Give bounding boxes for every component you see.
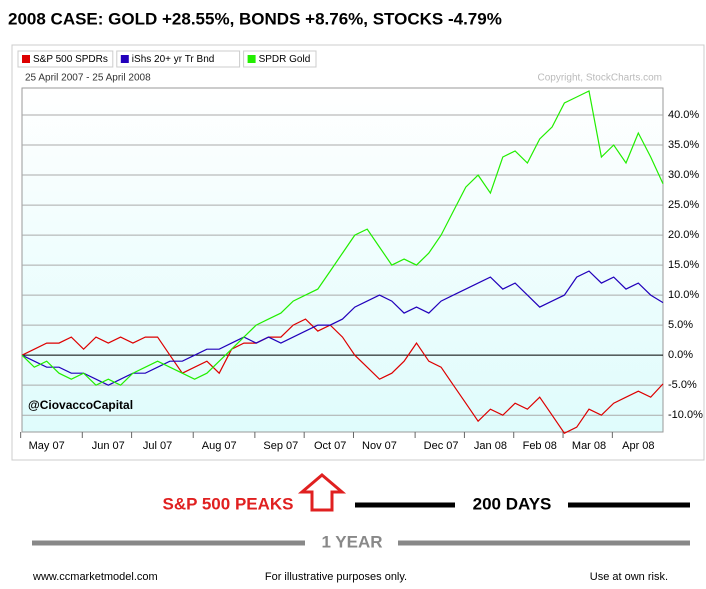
- y-tick-label: -10.0%: [668, 409, 703, 421]
- x-tick-label: Oct 07: [314, 440, 346, 452]
- y-tick-label: 20.0%: [668, 229, 699, 241]
- x-tick-label: Jun 07: [92, 440, 125, 452]
- x-tick-label: Aug 07: [202, 440, 237, 452]
- x-tick-label: Nov 07: [362, 440, 397, 452]
- date-range: 25 April 2007 - 25 April 2008: [25, 73, 151, 84]
- footer-left: www.ccmarketmodel.com: [32, 571, 158, 583]
- days-label: 200 DAYS: [473, 494, 552, 513]
- x-tick-label: Apr 08: [622, 440, 654, 452]
- plot: -10.0% -5.0% 0.0% 5.0% 10.0% 15.0% 20.0% 25.0% 3…: [20, 90, 703, 452]
- credit: Copyright, StockCharts.com: [538, 73, 663, 84]
- legend-swatch: [120, 55, 129, 63]
- x-tick-label: Sep 07: [263, 440, 298, 452]
- legend: S&P 500 SPDRs iShs 20+ yr Tr Bnd SPDR Gold: [17, 50, 317, 68]
- legend-box: [243, 50, 317, 68]
- title: 2008 CASE: GOLD +28.55%, BONDS +8.76%, S…: [8, 9, 502, 28]
- y-tick-label: 15.0%: [668, 259, 699, 271]
- legend-label: S&P 500 SPDRs: [33, 54, 108, 65]
- legend-box: [116, 50, 241, 68]
- y-tick-label: 30.0%: [668, 169, 699, 181]
- x-tick-label: Dec 07: [424, 440, 459, 452]
- up-arrow: [297, 473, 347, 512]
- year-label: 1 YEAR: [321, 532, 382, 551]
- y-tick-label: 35.0%: [668, 139, 699, 151]
- watermark: @CiovaccoCapital: [28, 398, 133, 412]
- footer-center: For illustrative purposes only.: [265, 571, 407, 583]
- legend-swatch: [247, 55, 256, 63]
- y-tick-label: 40.0%: [668, 109, 699, 121]
- x-tick-label: Feb 08: [523, 440, 557, 452]
- y-tick-label: 5.0%: [668, 319, 693, 331]
- legend-label: iShs 20+ yr Tr Bnd: [132, 54, 215, 65]
- y-tick-label: 0.0%: [668, 349, 693, 361]
- series-line: [21, 318, 664, 434]
- x-tick-label: Mar 08: [572, 440, 606, 452]
- y-tick-label: 10.0%: [668, 289, 699, 301]
- x-tick-label: Jan 08: [474, 440, 507, 452]
- legend-label: SPDR Gold: [259, 54, 311, 65]
- x-tick-label: Jul 07: [143, 440, 172, 452]
- footer-right: Use at own risk.: [590, 571, 668, 583]
- peak-label: S&P 500 PEAKS: [162, 494, 293, 513]
- y-tick-label: -5.0%: [668, 379, 697, 391]
- x-tick-label: May 07: [29, 440, 65, 452]
- y-tick-label: 25.0%: [668, 199, 699, 211]
- legend-swatch: [22, 55, 30, 63]
- series-line: [21, 270, 664, 386]
- series-line: [21, 90, 664, 386]
- legend-box: [17, 50, 114, 68]
